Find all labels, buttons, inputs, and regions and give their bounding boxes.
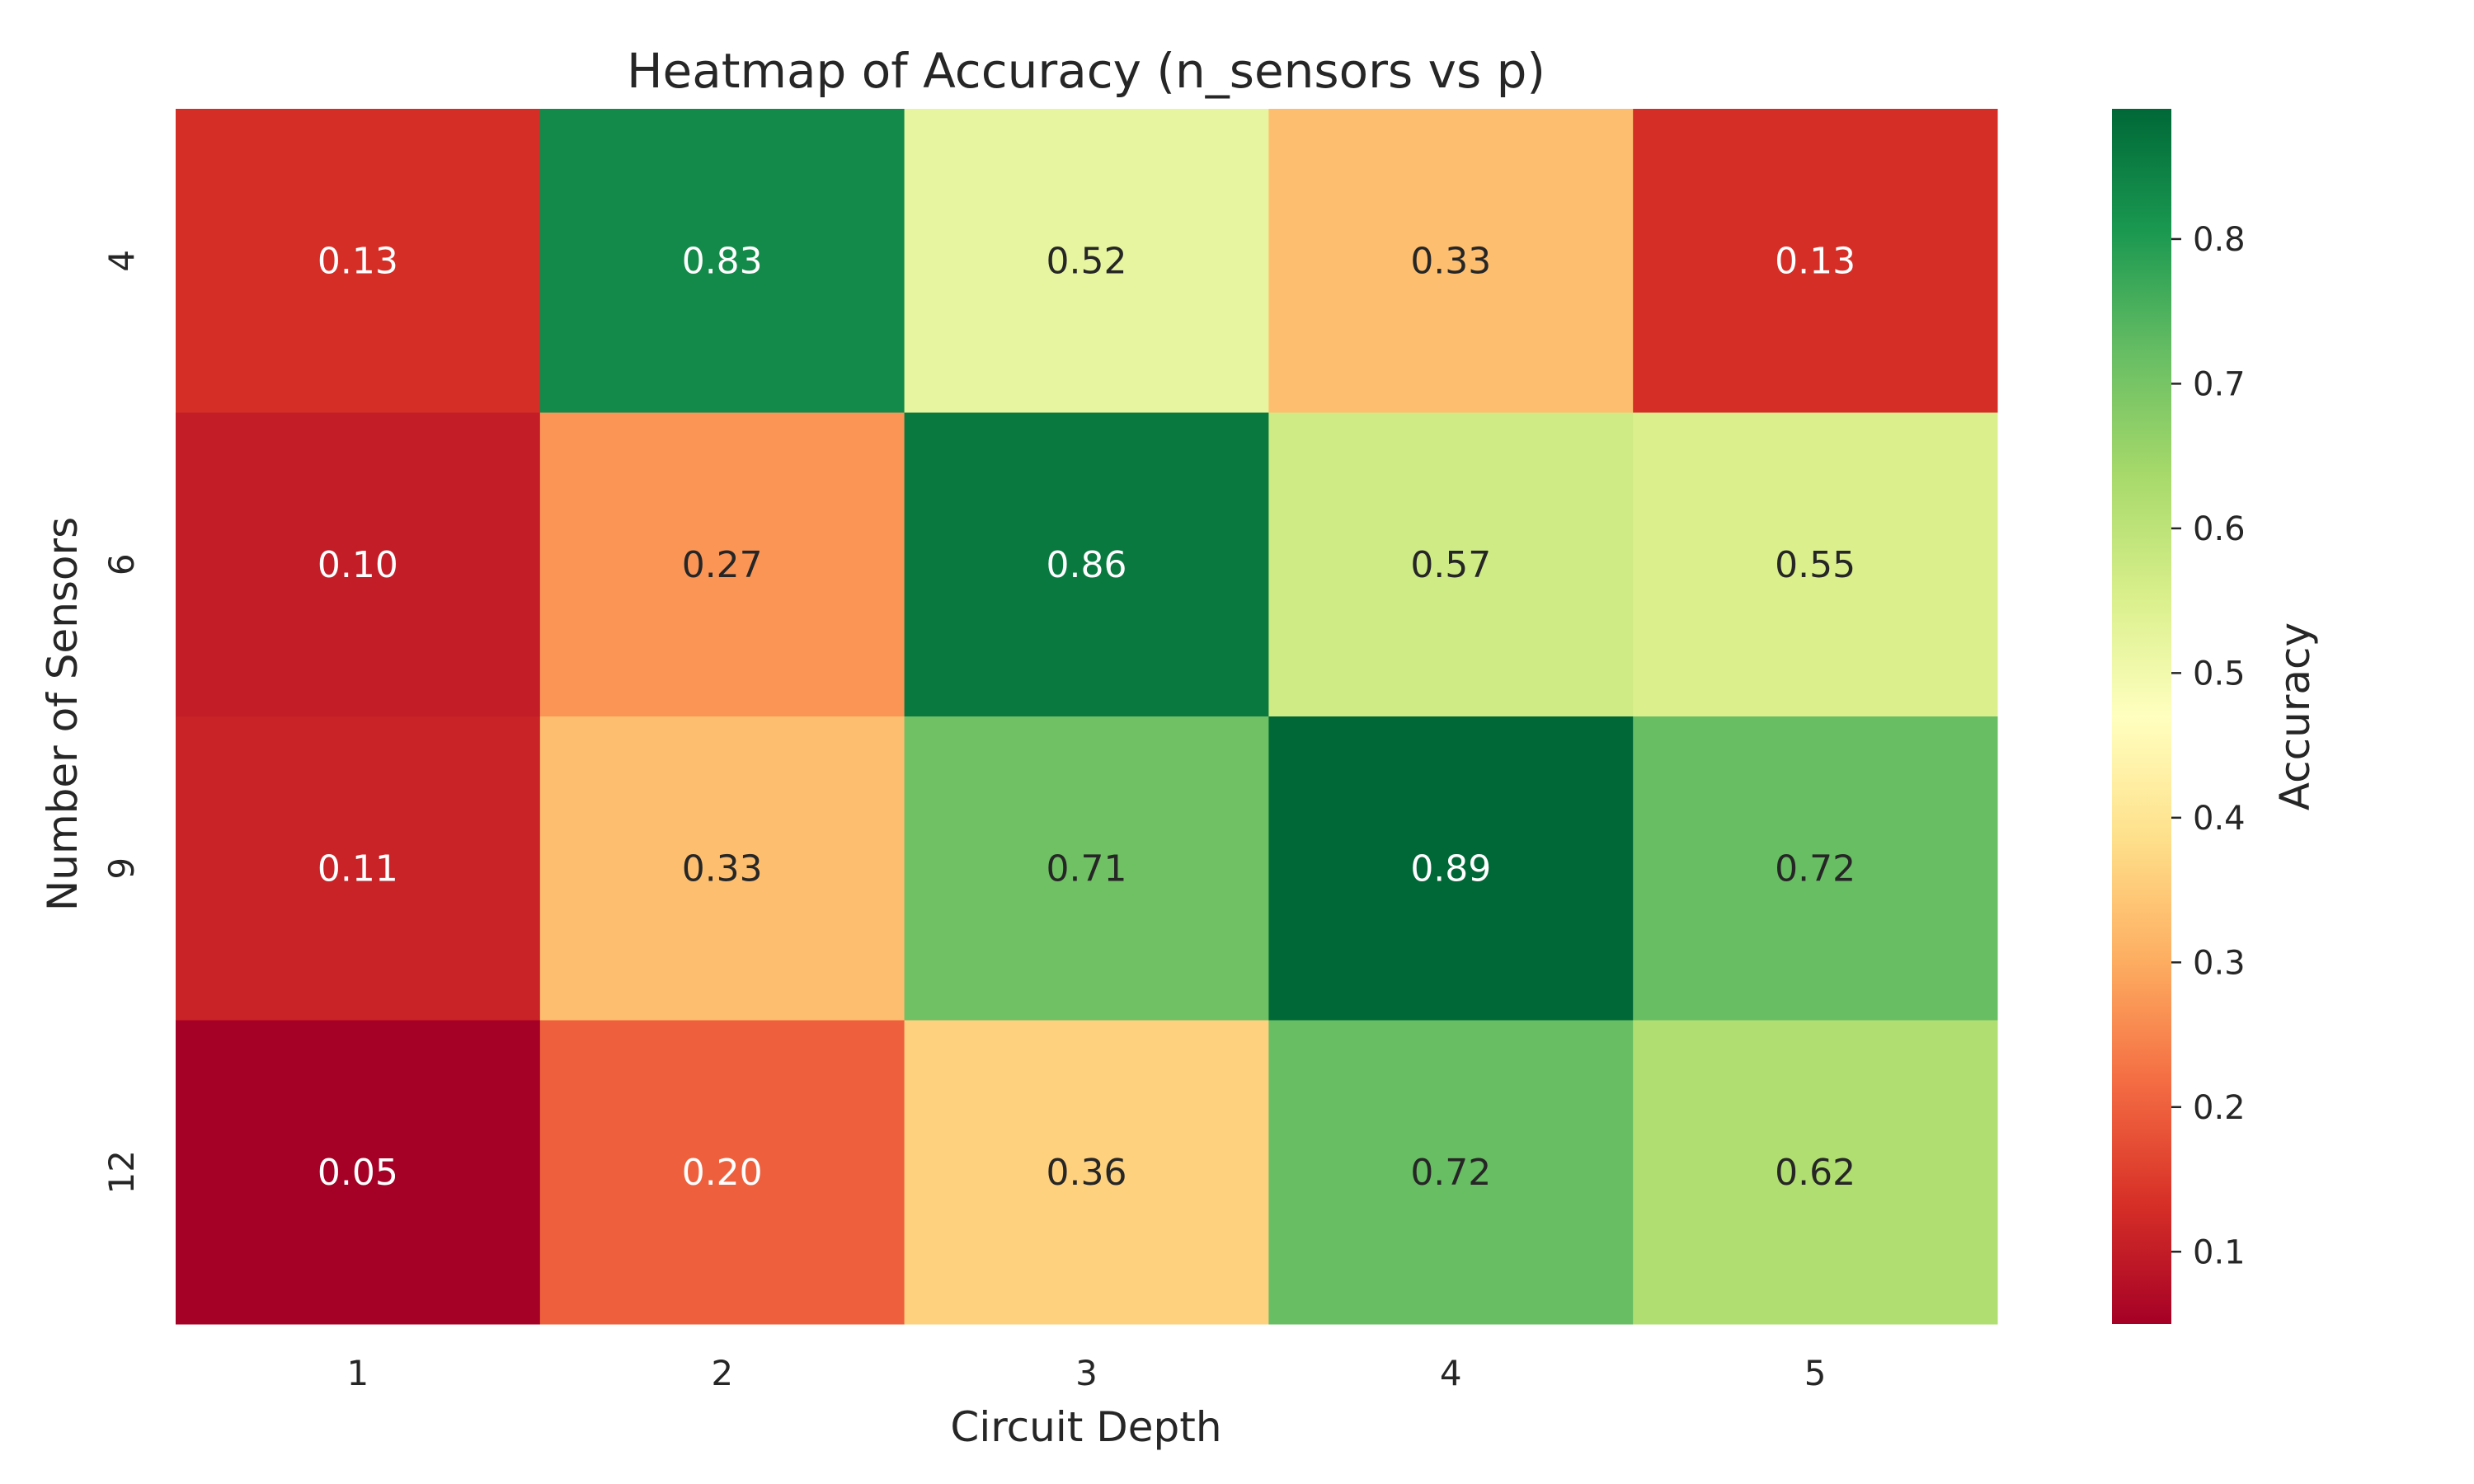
cell-value-label: 0.86 — [1047, 544, 1127, 586]
y-tick-label: 12 — [101, 1150, 142, 1194]
heatmap-cell — [1268, 412, 1634, 717]
y-tick-label: 6 — [101, 553, 142, 575]
heatmap-cell — [1633, 716, 1998, 1021]
heatmap-cell — [1633, 109, 1998, 413]
heatmap-cell — [1633, 1020, 1998, 1325]
heatmap-cell — [539, 109, 905, 413]
heatmap-cell — [904, 716, 1269, 1021]
colorbar-tick-label: 0.8 — [2193, 221, 2246, 259]
heatmap-cell — [176, 1020, 541, 1325]
heatmap-cell — [176, 412, 541, 717]
heatmap-cell — [539, 716, 905, 1021]
colorbar-tick-label: 0.4 — [2193, 800, 2246, 838]
heatmap-cell — [904, 109, 1269, 413]
cell-value-label: 0.72 — [1410, 1152, 1491, 1194]
heatmap-cell — [1268, 1020, 1634, 1325]
heatmap-cell — [176, 716, 541, 1021]
x-tick-label: 2 — [711, 1353, 733, 1393]
cell-value-label: 0.27 — [682, 544, 763, 586]
cell-value-label: 0.05 — [317, 1152, 398, 1194]
x-tick-label: 5 — [1804, 1353, 1827, 1393]
colorbar — [2112, 109, 2171, 1324]
heatmap-cell — [1268, 716, 1634, 1021]
heatmap-cell — [904, 1020, 1269, 1325]
heatmap-cell — [539, 412, 905, 717]
cell-value-label: 0.13 — [317, 240, 398, 282]
colorbar-ticks: 0.1 0.2 0.3 0.4 0.5 0.6 0.7 0.8 — [2171, 221, 2246, 1271]
cell-value-label: 0.33 — [1410, 240, 1491, 282]
heatmap-cell — [539, 1020, 905, 1325]
cell-value-label: 0.57 — [1410, 544, 1491, 586]
heatmap-cell — [904, 412, 1269, 717]
heatmap-cells — [176, 109, 1998, 1325]
x-tick-label: 1 — [347, 1353, 369, 1393]
colorbar-label: Accuracy — [2271, 622, 2319, 810]
cell-value-label: 0.33 — [682, 848, 763, 890]
cell-value-label: 0.20 — [682, 1152, 763, 1194]
y-tick-label: 4 — [101, 250, 142, 272]
cell-value-label: 0.13 — [1775, 240, 1856, 282]
heatmap-cell — [1268, 109, 1634, 413]
heatmap-cell — [176, 109, 541, 413]
colorbar-tick-label: 0.6 — [2193, 510, 2246, 548]
cell-value-label: 0.62 — [1775, 1152, 1856, 1194]
colorbar-tick-label: 0.2 — [2193, 1089, 2246, 1127]
x-axis-ticks: 1 2 3 4 5 — [347, 1353, 1827, 1393]
cell-value-label: 0.72 — [1775, 848, 1856, 890]
cell-value-label: 0.55 — [1775, 544, 1856, 586]
x-tick-label: 3 — [1075, 1353, 1098, 1393]
colorbar-tick-label: 0.1 — [2193, 1233, 2246, 1271]
cell-value-label: 0.71 — [1047, 848, 1127, 890]
heatmap-cell — [1633, 412, 1998, 717]
y-axis-ticks: 4 6 9 12 — [101, 250, 142, 1195]
y-tick-label: 9 — [101, 857, 142, 880]
cell-value-label: 0.36 — [1047, 1152, 1127, 1194]
cell-value-label: 0.11 — [317, 848, 398, 890]
colorbar-tick-label: 0.3 — [2193, 944, 2246, 982]
cell-value-label: 0.10 — [317, 544, 398, 586]
chart-title: Heatmap of Accuracy (n_sensors vs p) — [627, 43, 1545, 99]
cell-value-label: 0.52 — [1047, 240, 1127, 282]
cell-value-label: 0.89 — [1410, 848, 1491, 890]
cell-value-label: 0.83 — [682, 240, 763, 282]
heatmap-cell-labels: 0.13 0.83 0.52 0.33 0.13 0.10 0.27 0.86 0.57 0.55… — [317, 240, 1856, 1194]
x-tick-label: 4 — [1440, 1353, 1462, 1393]
y-axis-label: Number of Sensors — [39, 517, 87, 911]
colorbar-tick-label: 0.7 — [2193, 365, 2246, 403]
x-axis-label: Circuit Depth — [950, 1403, 1221, 1451]
colorbar-tick-label: 0.5 — [2193, 655, 2246, 693]
